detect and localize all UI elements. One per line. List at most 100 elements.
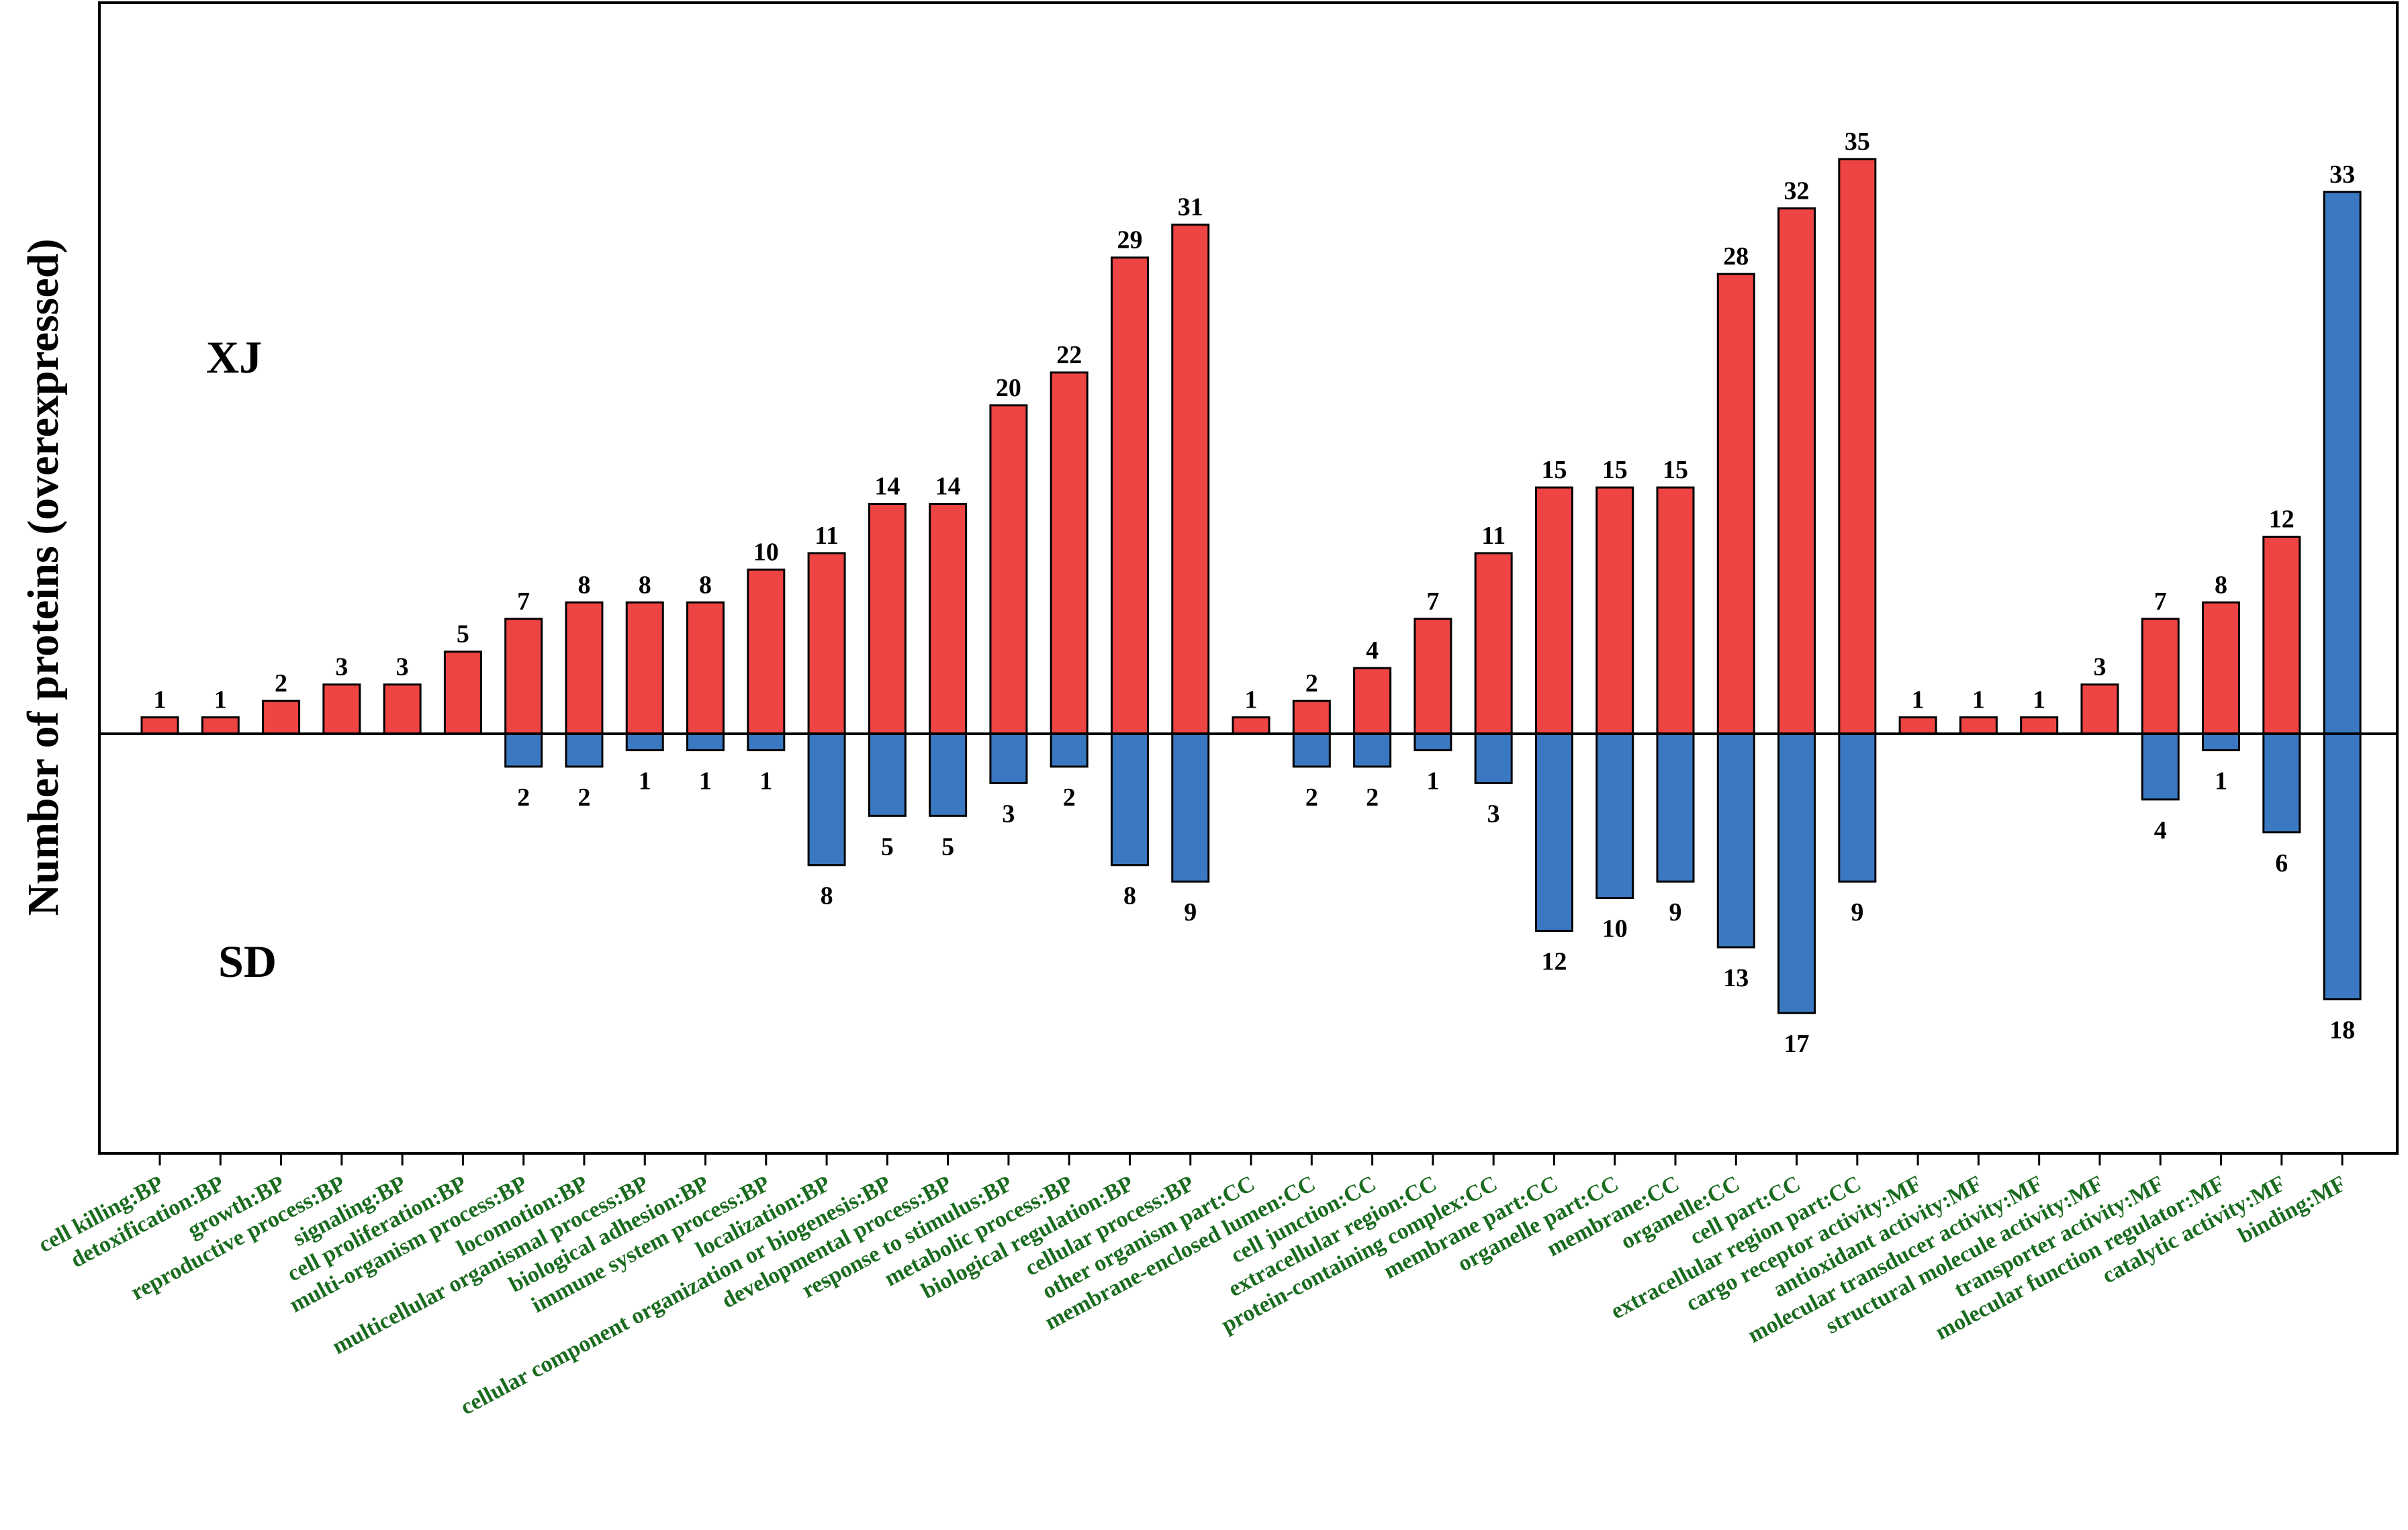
bar-xj — [1110, 256, 1149, 735]
bar-xj — [2141, 618, 2180, 735]
bar-xj-value-label: 8 — [639, 571, 651, 599]
bar-xj-value-label: 5 — [457, 620, 469, 649]
bar-xj-value-label: 31 — [1178, 193, 1203, 222]
bar-xj-value-label: 8 — [577, 571, 590, 599]
bar-xj — [1959, 716, 1998, 735]
bar-xj-value-label: 1 — [1245, 686, 1258, 714]
bar-sd-value-label: 10 — [1602, 915, 1628, 943]
bar-sd — [2202, 732, 2241, 751]
bar-sd-value-label: 17 — [1784, 1030, 1810, 1058]
bar-sd-value-label: 1 — [639, 767, 651, 795]
bar-xj-value-label: 32 — [1784, 177, 1810, 205]
bar-xj-value-label: 4 — [1366, 636, 1379, 665]
bar-xj-value-label: 11 — [1481, 522, 1506, 550]
bar-sd-value-label: 6 — [2275, 849, 2288, 877]
bar-sd — [1474, 732, 1513, 784]
y-axis-title: Number of proteins (overexpressed) — [19, 239, 68, 916]
bar-sd-value-label: 9 — [1184, 898, 1197, 926]
bar-sd — [747, 732, 786, 751]
bar-sd-value-label: 2 — [1305, 783, 1318, 812]
bar-xj — [1777, 207, 1816, 735]
bar-xj — [1898, 716, 1937, 735]
bar-xj — [868, 503, 907, 735]
bar-xj-value-label: 12 — [2269, 505, 2295, 533]
bar-xj-value-label: 14 — [935, 473, 961, 501]
bar-xj-value-label: 3 — [335, 653, 348, 681]
bar-xj — [1171, 224, 1210, 735]
bar-sd — [1777, 732, 1816, 1014]
bar-sd — [1838, 732, 1877, 883]
bar-value-label: 33 — [2329, 160, 2355, 189]
bar-sd-value-label: 1 — [2215, 767, 2227, 795]
bar-sd-value-label: 9 — [1669, 898, 1682, 926]
bar-sd-value-label: 3 — [1002, 800, 1015, 828]
bar-xj — [443, 651, 482, 735]
bar-xj — [1534, 486, 1573, 735]
bar-sd — [2262, 732, 2301, 834]
group-label-top: XJ — [206, 332, 262, 383]
bar-xj-value-label: 1 — [214, 686, 227, 714]
bar-xj-value-label: 28 — [1723, 242, 1749, 271]
bar-xj-value-label: 15 — [1541, 456, 1567, 484]
bar-xj — [625, 601, 664, 735]
bar-sd — [1595, 732, 1634, 900]
bar-sd — [565, 732, 604, 768]
x-ticks-layer — [158, 1153, 2344, 1165]
bar-xj — [201, 716, 240, 735]
bar-xj-value-label: 3 — [396, 653, 409, 681]
bar-sd — [1534, 732, 1573, 933]
bar-sd — [868, 732, 907, 817]
bar-sd-value-label: 5 — [941, 832, 954, 861]
bar-xj — [2020, 716, 2059, 735]
bar-sd-value-label: 12 — [1541, 948, 1567, 976]
bar-xj-value-label: 7 — [517, 587, 530, 616]
bar-xj — [929, 503, 968, 735]
bar-xj — [1232, 716, 1270, 735]
bar-sd — [989, 732, 1028, 784]
bars-layer — [140, 158, 2362, 1014]
bar-sd-value-label: 1 — [759, 767, 772, 795]
bar-xj — [383, 683, 422, 735]
bar-xj — [1838, 158, 1877, 735]
bar-sd-value-label: 8 — [1123, 882, 1136, 910]
bar-xj-value-label: 1 — [1912, 686, 1925, 714]
bar-value-label: 18 — [2329, 1016, 2355, 1045]
bar-sd-value-label: 2 — [1063, 783, 1076, 812]
bar-xj-value-label: 1 — [154, 686, 167, 714]
bar-xj — [262, 700, 301, 735]
bar-sd-value-label: 3 — [1487, 800, 1500, 828]
bar-sd-value-label: 5 — [881, 832, 894, 861]
bar-sd — [807, 732, 846, 867]
bar-sd — [1716, 732, 1755, 949]
bar-sd — [1656, 732, 1695, 883]
bar-xj — [322, 683, 361, 735]
bar-sd-value-label: 2 — [1366, 783, 1379, 812]
bar-xj-value-label: 8 — [2215, 571, 2227, 599]
bar-xj — [565, 601, 604, 735]
bar-xj — [2080, 683, 2119, 735]
bar-xj-value-label: 8 — [699, 571, 712, 599]
bar-xj — [989, 404, 1028, 735]
bar-sd-value-label: 1 — [1426, 767, 1439, 795]
bar-xj — [807, 552, 846, 735]
bar-xj — [686, 601, 725, 735]
bar-xj — [1292, 700, 1331, 735]
bar-sd — [929, 732, 968, 817]
bar-sd — [625, 732, 664, 751]
bar-xj-value-label: 1 — [1972, 686, 1985, 714]
bar-sd — [2141, 732, 2180, 801]
bar-xj-value-label: 11 — [815, 522, 839, 550]
bar-xj-value-label: 2 — [1305, 669, 1318, 698]
bar-xj-value-label: 29 — [1117, 226, 1142, 254]
bar-xj — [1050, 371, 1089, 735]
bar-xj-value-label: 1 — [2033, 686, 2045, 714]
bar-xj — [1414, 618, 1452, 735]
labels-layer: 1 123 357282818110111814514520322229831912… — [154, 128, 2356, 1058]
bar-sd-value-label: 2 — [517, 783, 530, 812]
bar-xj — [1474, 552, 1513, 735]
bar-xj — [747, 568, 786, 735]
bar-xj — [1656, 486, 1695, 735]
bar-xj — [504, 618, 543, 735]
